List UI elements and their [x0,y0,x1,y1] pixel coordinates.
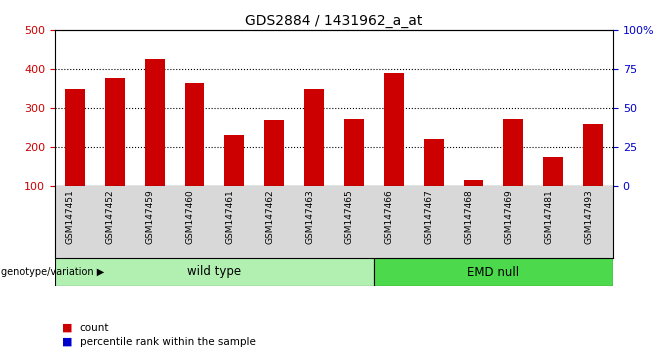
Text: ■: ■ [62,337,72,347]
Text: GSM147451: GSM147451 [66,190,75,244]
Text: GSM147481: GSM147481 [544,190,553,244]
Text: GSM147460: GSM147460 [186,190,195,244]
Bar [503,119,523,186]
Text: GSM147463: GSM147463 [305,190,314,244]
Text: genotype/variation ▶: genotype/variation ▶ [1,267,105,277]
Text: wild type: wild type [188,266,241,279]
Text: GSM147469: GSM147469 [505,190,513,244]
Text: GSM147467: GSM147467 [424,190,434,244]
Text: percentile rank within the sample: percentile rank within the sample [80,337,255,347]
Bar [184,84,205,186]
Text: GSM147462: GSM147462 [265,190,274,244]
Text: EMD null: EMD null [467,266,520,279]
Bar [55,258,374,286]
Text: GSM147468: GSM147468 [465,190,474,244]
Bar [65,89,85,186]
Bar [145,59,164,186]
Bar [583,124,603,186]
Bar [544,157,563,186]
Bar [304,89,324,186]
Text: GSM147465: GSM147465 [345,190,354,244]
Bar [344,119,364,186]
Bar [224,135,244,186]
Text: GSM147461: GSM147461 [225,190,234,244]
Text: GSM147466: GSM147466 [385,190,393,244]
Bar [384,73,404,186]
Text: GSM147459: GSM147459 [145,190,155,244]
Bar [424,139,443,186]
Text: count: count [80,323,109,333]
Text: GSM147493: GSM147493 [584,190,593,244]
Bar [374,258,613,286]
Text: ■: ■ [62,323,72,333]
Bar [265,120,284,186]
Bar [105,78,125,186]
Bar [463,180,484,186]
Text: GSM147452: GSM147452 [106,190,114,244]
Title: GDS2884 / 1431962_a_at: GDS2884 / 1431962_a_at [245,13,422,28]
